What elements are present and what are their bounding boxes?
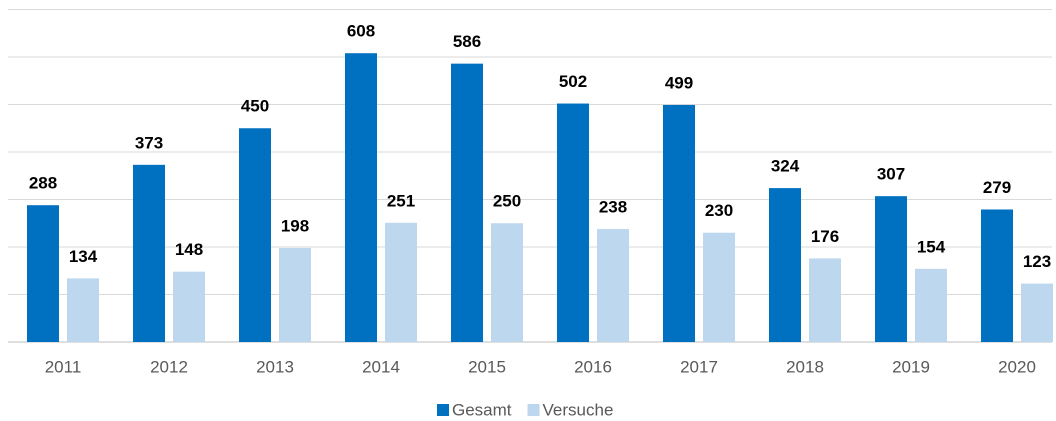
bar [1021,283,1053,342]
x-tick-label: 2018 [786,357,824,376]
bar [345,53,377,342]
value-label: 608 [347,22,375,41]
legend-label: Versuche [543,400,614,419]
bar [809,258,841,342]
legend-swatch [437,404,449,416]
bar [133,164,165,342]
x-tick-label: 2013 [256,357,294,376]
x-tick-label: 2016 [574,357,612,376]
value-label: 230 [705,201,733,220]
bar [451,63,483,343]
value-label: 279 [983,178,1011,197]
value-label: 373 [135,133,163,152]
x-tick-label: 2015 [468,357,506,376]
bar [703,232,735,342]
bar [239,128,271,342]
value-label: 586 [453,32,481,51]
bar [279,247,311,342]
value-label: 307 [877,165,905,184]
value-label: 499 [665,73,693,92]
value-label: 250 [493,192,521,211]
value-label: 324 [771,157,800,176]
value-label: 148 [175,240,203,259]
x-tick-label: 2017 [680,357,718,376]
bar [27,205,59,342]
x-tick-label: 2011 [45,357,82,376]
bar [557,103,589,342]
value-label: 198 [281,216,309,235]
bar [875,196,907,342]
value-label: 154 [917,237,946,256]
value-label: 238 [599,197,627,216]
bar [385,222,417,342]
value-label: 134 [69,247,98,266]
legend-label: Gesamt [452,400,512,419]
legend-swatch [527,404,540,416]
value-label: 450 [241,97,269,116]
bar [173,271,205,342]
value-label: 251 [387,191,415,210]
bar [981,209,1013,342]
bar [915,268,947,342]
bar [663,104,695,342]
value-label: 176 [811,227,839,246]
x-tick-label: 2012 [150,357,188,376]
x-tick-label: 2020 [998,357,1036,376]
bar [67,278,99,342]
bar [769,188,801,342]
bar [597,228,629,342]
x-tick-label: 2019 [892,357,930,376]
x-tick-label: 2014 [362,357,400,376]
value-label: 288 [29,174,57,193]
value-label: 123 [1023,252,1051,271]
value-label: 502 [559,72,587,91]
bar [491,223,523,342]
